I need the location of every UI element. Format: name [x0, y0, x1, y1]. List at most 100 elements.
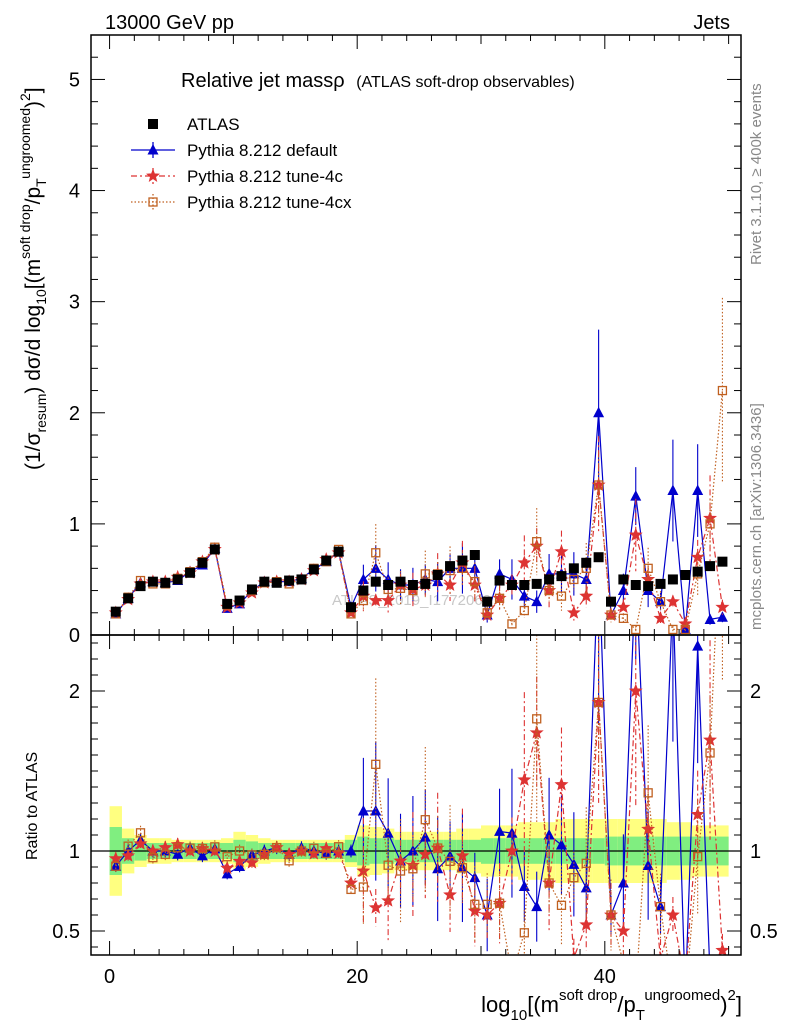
point-tune4cx [470, 577, 480, 587]
point-atlas [655, 578, 666, 589]
point-atlas [556, 571, 567, 582]
ratio-point-tune4cx [185, 843, 195, 853]
ratio-point-tune4cx [643, 788, 653, 798]
ratio-point-tune4cx [457, 863, 468, 873]
point-tune4c [542, 583, 557, 597]
ratio-point-default [357, 805, 369, 816]
point-tune4cx [556, 591, 567, 601]
point-tune4c [653, 610, 668, 625]
ratio-point-tune4cx [296, 846, 307, 856]
x-tick-label: 40 [594, 966, 616, 988]
ratio-point-default [345, 845, 357, 856]
point-atlas [643, 581, 654, 592]
point-atlas [209, 544, 220, 555]
ratio-plot [91, 635, 741, 980]
point-atlas [469, 550, 480, 560]
process-label: Jets [693, 12, 730, 34]
point-atlas [135, 581, 146, 592]
ratio-y-tick-label: 2 [69, 681, 80, 703]
point-atlas [432, 570, 443, 580]
ratio-y-tick-label: 0.5 [52, 921, 80, 943]
ratio-point-tune4c [579, 917, 594, 931]
point-atlas [519, 580, 530, 590]
ratio-point-tune4cx [420, 815, 430, 825]
ratio-point-tune4c [554, 777, 569, 791]
point-atlas [680, 570, 691, 580]
ratio-point-default [518, 880, 530, 892]
x-tick-label: 0 [104, 966, 115, 988]
point-atlas [185, 567, 196, 578]
point-tune4cx [655, 597, 666, 607]
point-tune4c [517, 555, 532, 569]
ratio-point-tune4c [393, 853, 408, 867]
ratio-point-tune4cx [173, 843, 183, 853]
ratio-point-tune4c [542, 875, 557, 889]
point-default [667, 484, 679, 496]
point-atlas [370, 576, 381, 587]
legend: ATLAS Pythia 8.212 default Pythia 8.212 tu… [131, 115, 352, 212]
chart-title: Relative jet massρ (ATLAS soft-drop obse… [181, 70, 575, 92]
x-axis-label: log10[(msoft drop/pTungroomed)2] [481, 987, 742, 1024]
point-default [456, 562, 468, 573]
point-atlas [482, 596, 493, 607]
ratio-point-tune4cx [544, 878, 554, 888]
point-default [716, 611, 728, 622]
y-tick-label: 2 [69, 403, 80, 425]
legend-marker-tune4cx [148, 197, 158, 207]
legend-marker-tune4c [146, 168, 160, 182]
ratio-point-default [705, 969, 716, 980]
ratio-point-tune4cx [160, 849, 170, 860]
ratio-point-tune4cx [705, 748, 715, 758]
ratio-y-tick-label-right: 0.5 [750, 921, 778, 943]
energy-label: 13000 GeV pp [105, 12, 234, 34]
ratio-point-tune4c [715, 943, 730, 955]
point-tune4cx [705, 519, 715, 529]
point-atlas [568, 563, 579, 574]
ratio-point-tune4cx [383, 860, 393, 870]
point-tune4cx [643, 563, 653, 573]
ratio-point-tune4cx [655, 902, 666, 912]
point-atlas [346, 602, 356, 613]
legend-marker-default [147, 144, 159, 155]
main-plot [108, 297, 730, 635]
point-tune4cx [569, 574, 579, 585]
site-label: mcplots.cern.ch [arXiv:1306.3436] [748, 403, 765, 630]
point-atlas [581, 557, 592, 568]
watermark: ATLAS_2019_I1772062 [332, 592, 491, 609]
ratio-y-tick-label-right: 1 [750, 841, 761, 863]
ratio-point-tune4cx [693, 851, 703, 862]
ratio-point-default [717, 966, 728, 977]
point-atlas [457, 555, 468, 566]
point-tune4c [604, 607, 618, 621]
point-atlas [506, 580, 517, 590]
ratio-point-tune4c [604, 907, 618, 921]
point-tune4cx [358, 595, 369, 606]
ratio-point-tune4c [455, 848, 470, 862]
ratio-point-tune4cx [371, 759, 381, 769]
point-default [357, 573, 369, 584]
ratio-point-tune4cx [508, 971, 516, 979]
point-tune4c [715, 599, 730, 614]
point-atlas [618, 574, 629, 585]
ratio-point-tune4cx [494, 898, 505, 908]
point-atlas [172, 574, 183, 585]
ratio-point-tune4c [492, 895, 507, 910]
point-atlas [308, 564, 319, 575]
ratio-point-tune4cx [210, 842, 220, 852]
point-atlas [383, 580, 394, 590]
y-axis-label-top: (1/σresum) dσ/d log10[(msoft drop/pTungr… [17, 87, 49, 470]
ratio-point-default [419, 831, 431, 842]
ratio-point-tune4c [331, 845, 346, 860]
point-default [593, 406, 605, 418]
ratio-point-tune4c [517, 772, 532, 786]
point-default [704, 613, 716, 624]
ratio-point-default [246, 848, 258, 860]
legend-label-atlas: ATLAS [187, 115, 240, 134]
ratio-point-tune4cx [593, 697, 604, 708]
ratio-point-tune4cx [333, 842, 344, 852]
point-atlas [259, 576, 270, 587]
point-tune4c [443, 577, 457, 591]
point-tune4c [628, 527, 643, 541]
point-atlas [147, 576, 158, 587]
point-tune4cx [618, 613, 629, 623]
